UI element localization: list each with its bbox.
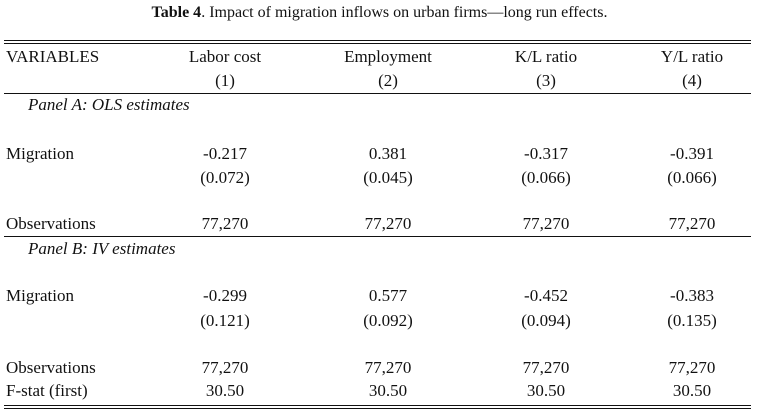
column-header-3: K/L ratio [514, 47, 578, 66]
table-row: Migration -0.299 0.577 -0.452 -0.383 [0, 285, 759, 307]
header-row: VARIABLES Labor cost Employment K/L rati… [0, 46, 759, 68]
bottom-rule [4, 405, 751, 406]
table-row: (0.121) (0.092) (0.094) (0.135) [0, 310, 759, 332]
table-caption-text: . Impact of migration inflows on urban f… [201, 4, 608, 21]
row-label-observations: Observations [6, 214, 96, 233]
obs-cell: 77,270 [668, 214, 716, 233]
table-caption: Table 4. Impact of migration inflows on … [0, 4, 759, 22]
se-cell: (0.066) [521, 168, 571, 187]
fstat-cell: 30.50 [526, 381, 566, 400]
table-row: Observations 77,270 77,270 77,270 77,270 [0, 213, 759, 235]
column-number-2: (2) [378, 71, 398, 90]
row-label-migration: Migration [6, 144, 74, 163]
coef-cell: -0.317 [524, 144, 568, 163]
se-cell: (0.094) [521, 311, 571, 330]
coef-cell: -0.383 [670, 286, 714, 305]
table-row: Observations 77,270 77,270 77,270 77,270 [0, 357, 759, 379]
top-rule-double [4, 43, 751, 44]
column-header-2: Employment [344, 47, 432, 66]
top-rule [4, 40, 751, 41]
column-number-1: (1) [215, 71, 235, 90]
column-number-3: (3) [536, 71, 556, 90]
stub-header: VARIABLES [6, 47, 100, 66]
coef-cell: -0.391 [670, 144, 714, 163]
table-caption-label: Table 4 [151, 4, 202, 21]
obs-cell: 77,270 [364, 358, 412, 377]
coef-cell: -0.452 [524, 286, 568, 305]
column-header-1: Labor cost [188, 47, 262, 66]
obs-cell: 77,270 [201, 358, 249, 377]
se-cell: (0.092) [363, 311, 413, 330]
se-cell: (0.135) [667, 311, 717, 330]
obs-cell: 77,270 [364, 214, 412, 233]
obs-cell: 77,270 [522, 214, 570, 233]
se-cell: (0.045) [363, 168, 413, 187]
coef-cell: -0.299 [203, 286, 247, 305]
coef-cell: 0.381 [368, 144, 408, 163]
panel-a-title: Panel A: OLS estimates [28, 95, 190, 114]
header-rule [4, 93, 751, 94]
table-row: (0.072) (0.045) (0.066) (0.066) [0, 167, 759, 189]
se-cell: (0.072) [200, 168, 250, 187]
fstat-cell: 30.50 [368, 381, 408, 400]
table-row: F-stat (first) 30.50 30.50 30.50 30.50 [0, 380, 759, 402]
column-header-4: Y/L ratio [660, 47, 724, 66]
header-number-row: (1) (2) (3) (4) [0, 70, 759, 92]
table-row: Migration -0.217 0.381 -0.317 -0.391 [0, 143, 759, 165]
fstat-cell: 30.50 [672, 381, 712, 400]
obs-cell: 77,270 [522, 358, 570, 377]
obs-cell: 77,270 [668, 358, 716, 377]
se-cell: (0.121) [200, 311, 250, 330]
row-label-fstat: F-stat (first) [6, 381, 88, 400]
panel-b-title: Panel B: IV estimates [28, 239, 176, 258]
obs-cell: 77,270 [201, 214, 249, 233]
se-cell: (0.066) [667, 168, 717, 187]
coef-cell: -0.217 [203, 144, 247, 163]
row-label-migration: Migration [6, 286, 74, 305]
bottom-rule-double [4, 408, 751, 409]
coef-cell: 0.577 [368, 286, 408, 305]
fstat-cell: 30.50 [205, 381, 245, 400]
panel-rule [4, 236, 751, 237]
column-number-4: (4) [682, 71, 702, 90]
row-label-observations: Observations [6, 358, 96, 377]
